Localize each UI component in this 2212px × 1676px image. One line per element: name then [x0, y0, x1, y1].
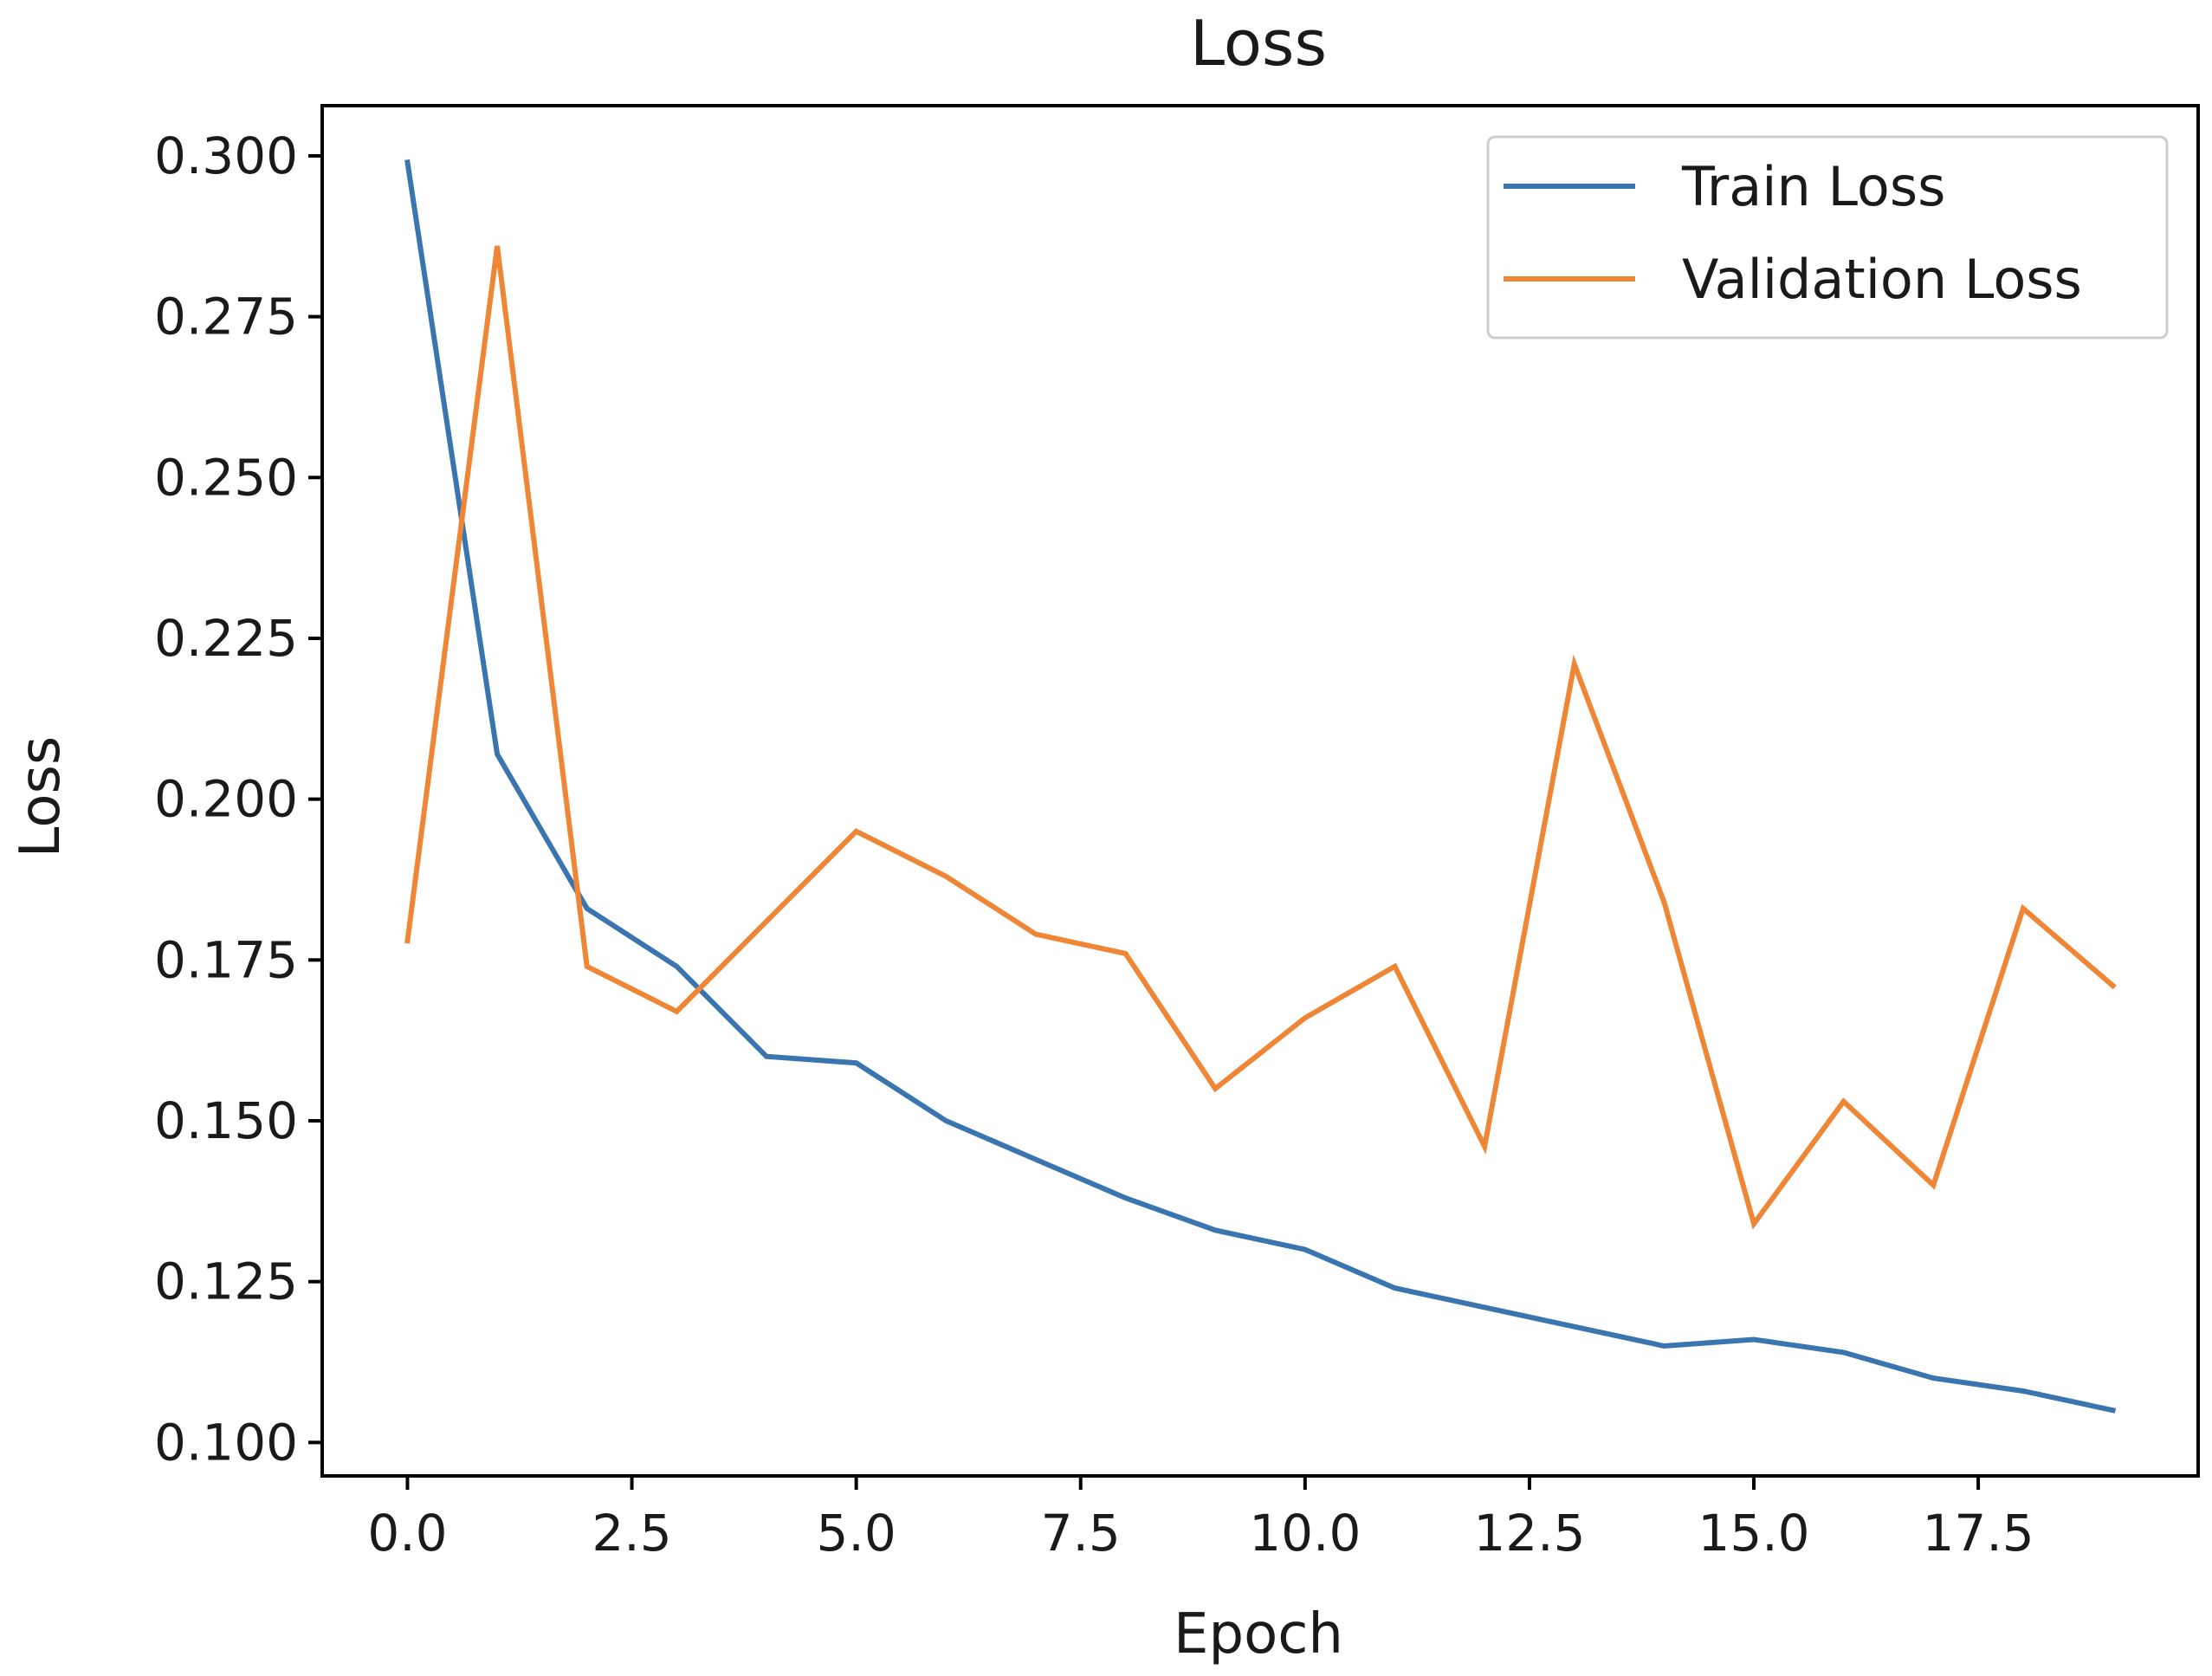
x-axis-label: Epoch	[1174, 1602, 1343, 1666]
chart-title: Loss	[1190, 7, 1327, 80]
y-tick-label: 0.175	[154, 930, 298, 989]
x-tick-label: 0.0	[367, 1504, 447, 1563]
plot-frame	[320, 104, 2200, 1478]
x-tick-label: 5.0	[817, 1504, 896, 1563]
y-tick-label: 0.200	[154, 770, 298, 829]
y-tick-label: 0.300	[154, 126, 298, 185]
y-tick-label: 0.225	[154, 609, 298, 668]
y-tick-label: 0.125	[154, 1252, 298, 1311]
legend-box	[1486, 135, 2169, 340]
series-line-validation-loss	[404, 245, 2117, 1230]
x-tick-label: 10.0	[1249, 1504, 1361, 1563]
series-line-train-loss	[404, 159, 2117, 1414]
y-tick-label: 0.100	[154, 1413, 298, 1472]
y-tick-label: 0.275	[154, 288, 298, 346]
x-tick-label: 17.5	[1923, 1504, 2034, 1563]
y-axis-ticks: 0.100 0.125 0.150 0.175 0.200 0.225 0.250 0.275…	[154, 126, 322, 1472]
series-lines	[404, 159, 2117, 1414]
legend: Train Loss Validation Loss	[1486, 135, 2169, 340]
x-axis-ticks: 0.0 2.5 5.0 7.5 10.0 12.5 15.0 17.5	[367, 1476, 2034, 1563]
x-tick-label: 7.5	[1041, 1504, 1121, 1563]
legend-validation-loss-label: Validation Loss	[1682, 248, 2082, 311]
y-tick-label: 0.250	[154, 448, 298, 507]
x-tick-label: 2.5	[592, 1504, 671, 1563]
y-axis-label: Loss	[9, 736, 73, 857]
legend-train-loss-label: Train Loss	[1681, 155, 1945, 218]
y-tick-label: 0.150	[154, 1091, 298, 1150]
x-tick-label: 12.5	[1473, 1504, 1585, 1563]
x-tick-label: 15.0	[1698, 1504, 1809, 1563]
